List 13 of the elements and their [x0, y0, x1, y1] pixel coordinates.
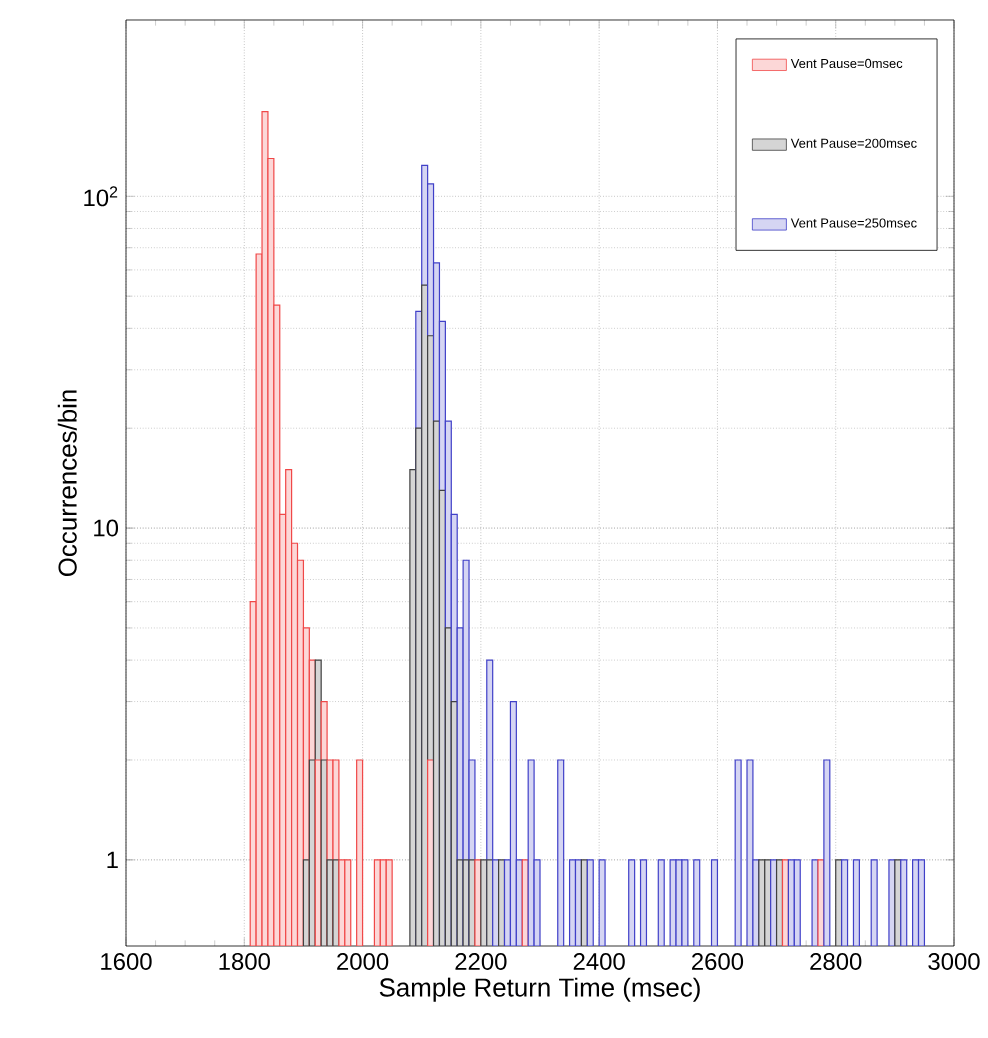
y-tick-label: 1	[107, 851, 118, 869]
x-axis-title: Sample Return Time (msec)	[379, 977, 700, 1002]
y-tick-label: 10$^{2}$	[84, 186, 118, 207]
y-tick-label: 10	[94, 519, 119, 537]
x-tick-label: 3000	[928, 953, 980, 970]
y-axis-title: Occurrences/bin	[57, 390, 77, 577]
x-tick-label: 2400	[573, 953, 625, 970]
x-tick-label: 2800	[810, 953, 862, 970]
x-tick-label: 2600	[692, 953, 744, 970]
x-tick-label: 1800	[219, 953, 270, 970]
x-tick-label: 2000	[337, 953, 389, 970]
x-tick-label: 2200	[455, 953, 507, 970]
x-tick-label: 1600	[101, 953, 152, 970]
